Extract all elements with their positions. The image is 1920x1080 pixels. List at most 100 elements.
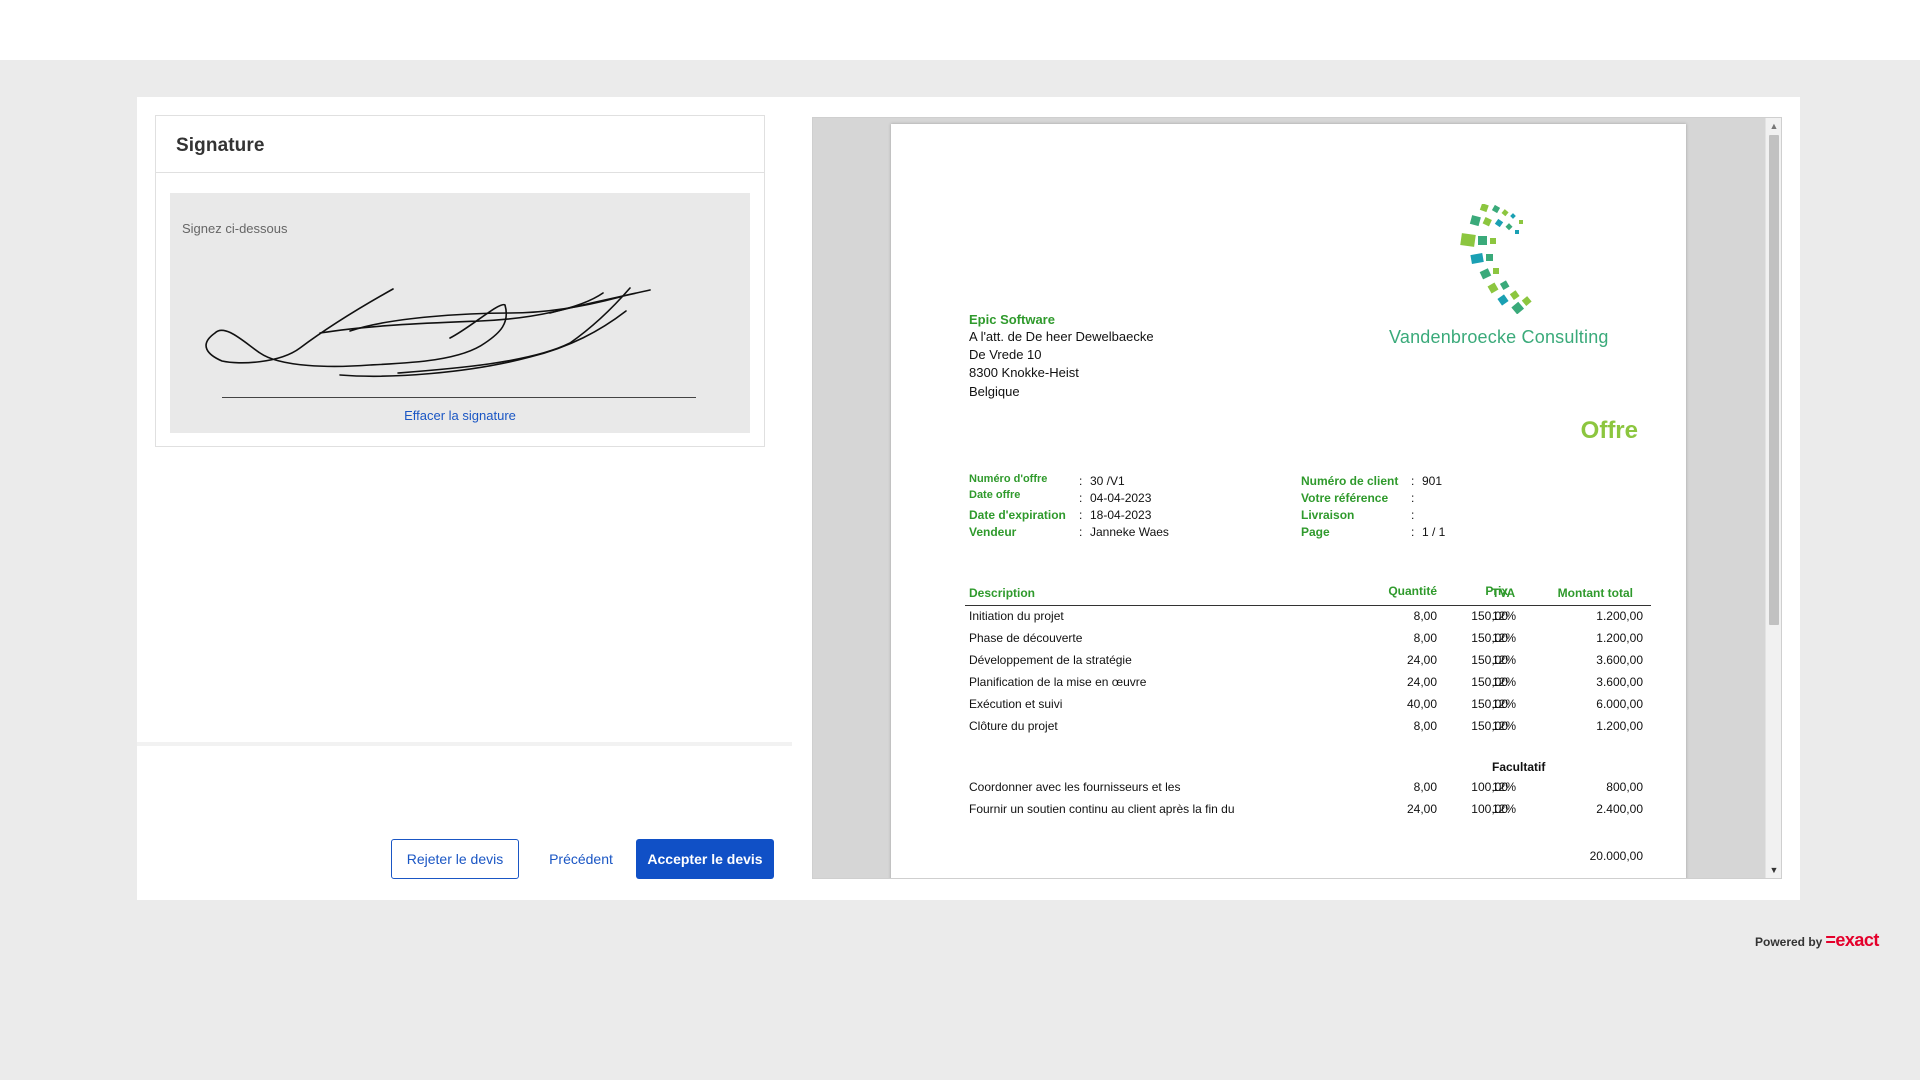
quote-card: Signature Signez ci-dessous Effacer la s… xyxy=(137,97,1800,900)
column-header-quantity: Quantité xyxy=(1388,584,1437,598)
signature-baseline xyxy=(222,397,696,398)
cell-total: 1.200,00 xyxy=(1596,609,1643,623)
cell-quantity: 8,00 xyxy=(1413,719,1437,733)
cell-description: Planification de la mise en œuvre xyxy=(969,675,1147,689)
cell-vat: 12% xyxy=(1492,631,1517,645)
exact-logo: =exact xyxy=(1825,930,1879,950)
meta-colon: : xyxy=(1411,525,1415,539)
cell-description: Développement de la stratégie xyxy=(969,653,1132,667)
cell-quantity: 8,00 xyxy=(1413,609,1437,623)
meta-label: Date offre xyxy=(969,489,1021,501)
powered-by: Powered by =exact xyxy=(1755,930,1879,951)
meta-value: 18-04-2023 xyxy=(1090,508,1152,522)
cell-total: 1.200,00 xyxy=(1596,631,1643,645)
meta-label: Page xyxy=(1301,525,1330,539)
cell-description: Coordonner avec les fournisseurs et les xyxy=(969,780,1181,794)
meta-colon: : xyxy=(1079,508,1083,522)
cell-price: 100,00 xyxy=(1471,780,1508,794)
cell-total: 2.400,00 xyxy=(1596,802,1643,816)
document-viewer[interactable]: Vandenbroecke Consulting Epic Software A… xyxy=(812,117,1782,879)
reject-quote-button[interactable]: Rejeter le devis xyxy=(391,839,519,879)
meta-colon: : xyxy=(1079,491,1083,505)
cell-total: 6.000,00 xyxy=(1596,697,1643,711)
signature-pad[interactable]: Signez ci-dessous Effacer la signature xyxy=(170,193,750,433)
recipient-street: De Vrede 10 xyxy=(969,347,1042,362)
cell-vat: 12% xyxy=(1492,802,1517,816)
cell-total: 3.600,00 xyxy=(1596,675,1643,689)
cell-total: 800,00 xyxy=(1606,780,1643,794)
meta-label: Votre référence xyxy=(1301,491,1389,505)
accept-quote-button[interactable]: Accepter le devis xyxy=(636,839,774,879)
recipient-attention: A l'att. de De heer Dewelbaecke xyxy=(969,329,1154,344)
scroll-down-icon[interactable]: ▼ xyxy=(1769,865,1779,875)
footer-divider xyxy=(137,742,792,746)
document-scrollbar[interactable]: ▲ ▼ xyxy=(1765,118,1781,878)
clear-signature-link[interactable]: Effacer la signature xyxy=(404,408,516,423)
grand-total: 20.000,00 xyxy=(1589,849,1643,863)
cell-quantity: 24,00 xyxy=(1406,653,1437,667)
cell-vat: 12% xyxy=(1492,653,1517,667)
table-header-rule xyxy=(965,605,1651,606)
cell-quantity: 8,00 xyxy=(1413,631,1437,645)
powered-by-label: Powered by xyxy=(1755,935,1823,949)
signature-stroke xyxy=(205,287,651,377)
document-page: Vandenbroecke Consulting Epic Software A… xyxy=(891,124,1686,878)
previous-button[interactable]: Précédent xyxy=(549,851,613,867)
cell-price: 150,00 xyxy=(1471,631,1508,645)
recipient-name: Epic Software xyxy=(969,312,1055,327)
cell-vat: 12% xyxy=(1492,697,1517,711)
scroll-up-icon[interactable]: ▲ xyxy=(1769,121,1779,131)
column-header-description: Description xyxy=(969,586,1036,600)
cell-total: 1.200,00 xyxy=(1596,719,1643,733)
meta-colon: : xyxy=(1079,525,1083,539)
cell-total: 3.600,00 xyxy=(1596,653,1643,667)
company-logo-icon xyxy=(1460,204,1532,314)
meta-value: 30 /V1 xyxy=(1090,474,1125,488)
cell-description: Initiation du projet xyxy=(969,609,1064,623)
cell-price: 150,00 xyxy=(1471,653,1508,667)
signature-title: Signature xyxy=(156,116,764,173)
cell-price: 150,00 xyxy=(1471,697,1508,711)
meta-label: Numéro de client xyxy=(1301,474,1399,488)
cell-description: Fournir un soutien continu au client apr… xyxy=(969,802,1235,816)
cell-price: 150,00 xyxy=(1471,609,1508,623)
meta-label: Livraison xyxy=(1301,508,1355,522)
cell-vat: 12% xyxy=(1492,719,1517,733)
meta-value: 901 xyxy=(1422,474,1443,488)
cell-vat: 12% xyxy=(1492,780,1517,794)
column-header-vat: TVA xyxy=(1492,586,1516,600)
meta-colon: : xyxy=(1411,474,1415,488)
top-bar xyxy=(0,0,1920,60)
meta-label: Date d'expiration xyxy=(969,508,1066,522)
cell-description: Clôture du projet xyxy=(969,719,1058,733)
meta-value: 1 / 1 xyxy=(1422,525,1446,539)
scroll-thumb[interactable] xyxy=(1769,135,1779,625)
optional-heading: Facultatif xyxy=(1492,760,1546,774)
cell-price: 100,00 xyxy=(1471,802,1508,816)
cell-price: 150,00 xyxy=(1471,675,1508,689)
cell-quantity: 24,00 xyxy=(1406,802,1437,816)
cell-quantity: 40,00 xyxy=(1406,697,1437,711)
meta-label: Numéro d'offre xyxy=(969,473,1048,485)
cell-vat: 12% xyxy=(1492,609,1517,623)
signature-panel: Signature Signez ci-dessous Effacer la s… xyxy=(155,115,765,447)
cell-description: Phase de découverte xyxy=(969,631,1083,645)
meta-colon: : xyxy=(1411,508,1415,522)
cell-price: 150,00 xyxy=(1471,719,1508,733)
document-title: Offre xyxy=(1580,417,1638,444)
meta-colon: : xyxy=(1411,491,1415,505)
meta-value: Janneke Waes xyxy=(1090,525,1169,539)
meta-value: 04-04-2023 xyxy=(1090,491,1152,505)
company-logo-text: Vandenbroecke Consulting xyxy=(1389,327,1609,347)
signature-hint: Signez ci-dessous xyxy=(182,221,288,236)
recipient-city: 8300 Knokke-Heist xyxy=(969,365,1079,380)
column-header-total: Montant total xyxy=(1557,586,1633,600)
cell-vat: 12% xyxy=(1492,675,1517,689)
meta-colon: : xyxy=(1079,474,1083,488)
signature-column: Signature Signez ci-dessous Effacer la s… xyxy=(137,97,792,900)
column-header-price: Prix xyxy=(1485,584,1508,598)
meta-label: Vendeur xyxy=(969,525,1017,539)
cell-quantity: 8,00 xyxy=(1413,780,1437,794)
recipient-country: Belgique xyxy=(969,384,1020,399)
cell-description: Exécution et suivi xyxy=(969,697,1063,711)
